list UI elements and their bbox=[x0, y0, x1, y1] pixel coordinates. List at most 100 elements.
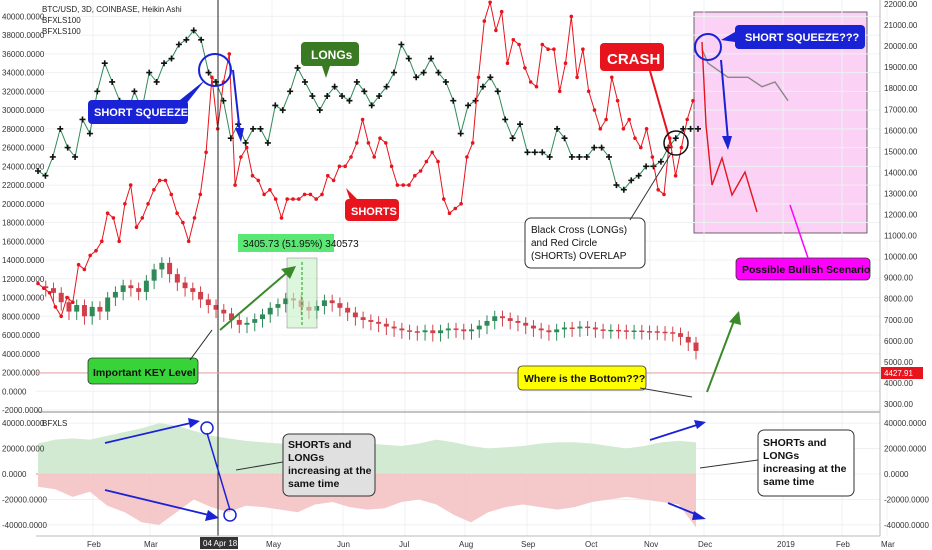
shorts-point bbox=[685, 117, 689, 122]
longs-point bbox=[472, 97, 479, 104]
shorts-point bbox=[262, 192, 266, 197]
shorts-point bbox=[470, 141, 475, 145]
longs-point bbox=[190, 27, 197, 34]
longs-point bbox=[272, 102, 279, 109]
longs-point bbox=[79, 116, 86, 123]
shorts-point bbox=[366, 141, 371, 145]
crash-box bbox=[600, 43, 664, 71]
lower-text-right-1: SHORTs and bbox=[763, 437, 826, 449]
candle-body bbox=[244, 322, 250, 325]
candle-body bbox=[561, 327, 567, 330]
right-tick-label: 16000.00 bbox=[884, 126, 918, 135]
lower-left-tick-label: 0.0000 bbox=[2, 470, 27, 479]
longs-point bbox=[479, 83, 486, 90]
candle-body bbox=[112, 291, 118, 298]
date-badge-bg bbox=[200, 537, 238, 549]
candle-body bbox=[352, 312, 358, 318]
left-tick-label: 12000.0000 bbox=[2, 275, 45, 284]
candle-body bbox=[430, 330, 436, 334]
shorts-point bbox=[389, 164, 394, 169]
right-tick-label: 4000.00 bbox=[884, 379, 913, 388]
right-tick-label: 5000.00 bbox=[884, 358, 913, 367]
shorts-point bbox=[523, 66, 527, 70]
longs-point bbox=[554, 125, 561, 132]
right-tick-label: 14000.00 bbox=[884, 168, 918, 177]
left-tick-label: 28000.0000 bbox=[2, 125, 45, 134]
longs-point bbox=[695, 125, 701, 132]
shorts-point bbox=[563, 61, 568, 65]
candle-body bbox=[283, 298, 289, 305]
longs-line bbox=[37, 29, 698, 191]
shorts-point bbox=[540, 42, 545, 47]
key-level-label: Important KEY Level bbox=[93, 367, 196, 379]
longs-point bbox=[72, 153, 79, 160]
candle-body bbox=[74, 305, 80, 312]
candle-body bbox=[453, 328, 459, 330]
shorts-point bbox=[59, 314, 63, 319]
shorts-point bbox=[181, 220, 185, 225]
longs-point bbox=[442, 78, 449, 85]
shorts-point bbox=[331, 178, 336, 183]
candle-body bbox=[151, 269, 157, 281]
short-squeeze-label: SHORT SQUEEZE bbox=[94, 107, 188, 119]
left-tick-label: 22000.0000 bbox=[2, 181, 45, 190]
candle-body bbox=[577, 326, 583, 329]
right-tick-label: 13000.00 bbox=[884, 189, 918, 198]
bullish-pointer bbox=[789, 204, 809, 259]
shorts-point bbox=[627, 117, 631, 122]
shorts-point bbox=[105, 211, 110, 215]
shorts-point bbox=[673, 173, 678, 178]
key-level-box bbox=[87, 357, 199, 385]
legend-study-2: BFXLS100 bbox=[42, 27, 81, 36]
shorts-point bbox=[71, 300, 75, 305]
short-squeeze-pointer bbox=[180, 80, 205, 104]
shorts-pointer bbox=[346, 188, 358, 200]
down-arrow-blue bbox=[232, 69, 241, 134]
candle-body bbox=[345, 307, 351, 313]
candle-body bbox=[236, 320, 242, 325]
candle-body bbox=[399, 328, 405, 331]
shorts-point bbox=[442, 197, 446, 201]
candle-body bbox=[469, 329, 475, 332]
candle-body bbox=[438, 330, 444, 334]
shorts-point bbox=[378, 136, 382, 140]
candle-body bbox=[445, 328, 451, 331]
longs-point bbox=[598, 144, 605, 151]
candle-body bbox=[252, 319, 258, 323]
longs-box bbox=[301, 42, 359, 66]
longs-point bbox=[376, 93, 383, 100]
shorts-point bbox=[100, 239, 104, 244]
candle-body bbox=[66, 302, 72, 312]
left-tick-label: 4000.0000 bbox=[2, 350, 40, 359]
lower-text-right-2: LONGs bbox=[763, 450, 799, 462]
shorts-point bbox=[691, 98, 695, 103]
candle-body bbox=[89, 306, 95, 317]
bullish-label: Possible Bullish Scenario bbox=[742, 264, 870, 276]
left-tick-label: 32000.0000 bbox=[2, 87, 45, 96]
shorts-point bbox=[586, 89, 591, 94]
series-lines bbox=[35, 0, 789, 319]
left-tick-label: 8000.0000 bbox=[2, 312, 40, 321]
down-arrow-blue-2 bbox=[720, 59, 729, 141]
right-tick-label: 19000.00 bbox=[884, 63, 918, 72]
longs-point bbox=[64, 144, 71, 151]
shorts-point bbox=[204, 150, 208, 155]
lower-arrow-2-head bbox=[205, 510, 219, 521]
candle-body bbox=[600, 329, 606, 331]
longs-point bbox=[546, 153, 553, 160]
shorts-point bbox=[633, 136, 637, 140]
lower-right-tick-label: -20000.0000 bbox=[884, 495, 929, 504]
lower-shorts-area bbox=[38, 474, 696, 528]
longs-point bbox=[168, 55, 175, 62]
shorts-point bbox=[134, 225, 139, 229]
longs-point bbox=[428, 55, 435, 62]
longs-point bbox=[264, 139, 271, 146]
longs-point bbox=[487, 74, 494, 81]
shorts-point bbox=[517, 42, 521, 47]
shorts-point bbox=[65, 295, 69, 300]
shorts-point bbox=[656, 188, 660, 192]
candle-body bbox=[530, 325, 536, 329]
shorts-point bbox=[244, 145, 249, 150]
lower-left-tick-label: 40000.0000 bbox=[2, 419, 45, 428]
right-tick-label: 11000.00 bbox=[884, 232, 917, 241]
